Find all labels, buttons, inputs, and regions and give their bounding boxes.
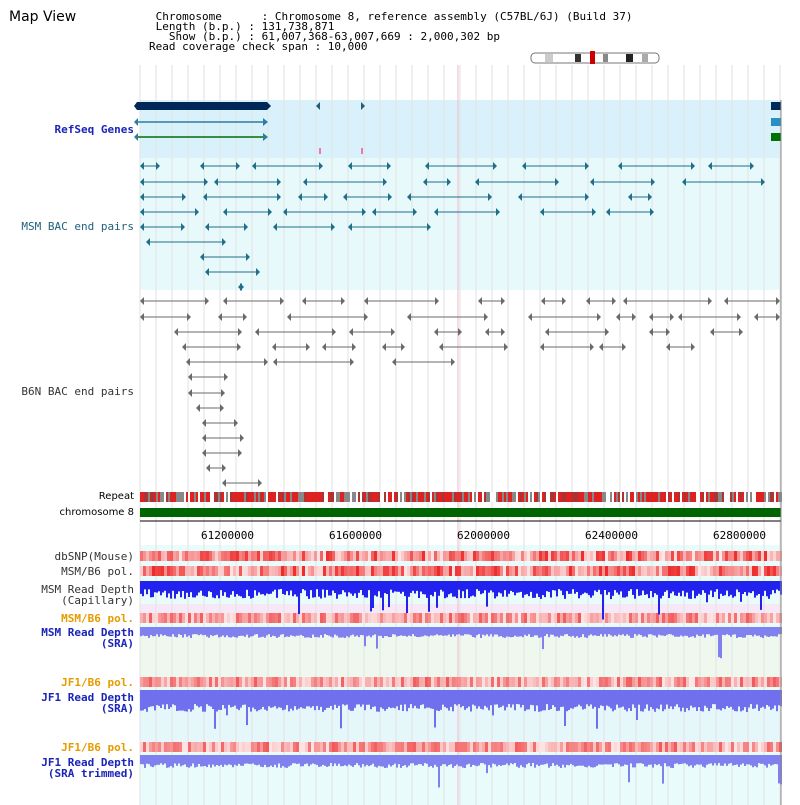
info-show: Show (b.p.) : 61,007,368-63,007,669 : 2,… <box>149 30 500 43</box>
jf1-b6-pol-label[interactable]: JF1/B6 pol. <box>61 676 134 689</box>
axis-tick-label: 61200000 <box>201 529 254 542</box>
repeat-label: Repeat <box>98 491 134 502</box>
chromosome-label: chromosome 8 <box>59 507 134 518</box>
info-coverage-span: Read coverage check span : 10,000 <box>149 40 368 53</box>
axis-tick-label: 62400000 <box>585 529 638 542</box>
jf1-read-depth-trimmed-label[interactable]: JF1 Read Depth (SRA trimmed) <box>41 756 134 780</box>
info-chromosome: Chromosome : Chromosome 8, reference ass… <box>149 10 633 23</box>
refseq-genes-label[interactable]: RefSeq Genes <box>54 123 134 136</box>
map-view-title: Map View <box>9 9 77 25</box>
msm-bac-label[interactable]: MSM BAC end pairs <box>21 220 134 233</box>
jf1-b6-pol-label-2[interactable]: JF1/B6 pol. <box>61 741 134 754</box>
msm-read-depth-capillary-label[interactable]: MSM Read Depth (Capillary) <box>41 583 134 607</box>
msm-bac-pairs <box>140 162 765 291</box>
dbsnp-label[interactable]: dbSNP(Mouse) <box>54 550 134 563</box>
b6n-bac-label[interactable]: B6N BAC end pairs <box>21 385 134 398</box>
depth-tracks <box>140 581 782 788</box>
refseq-genes-track <box>134 102 781 154</box>
axis-tick-label: 62000000 <box>457 529 510 542</box>
repeat-track <box>140 492 782 502</box>
msm-b6-pol-label-2[interactable]: MSM/B6 pol. <box>61 612 134 625</box>
heat-tracks <box>140 551 782 752</box>
axis-tick-label: 61600000 <box>329 529 382 542</box>
b6n-bac-pairs <box>140 297 780 487</box>
msm-b6-pol-label[interactable]: MSM/B6 pol. <box>61 565 134 578</box>
msm-read-depth-sra-label[interactable]: MSM Read Depth (SRA) <box>41 626 134 650</box>
jf1-read-depth-sra-label[interactable]: JF1 Read Depth (SRA) <box>41 691 134 715</box>
chromosome-ideogram <box>530 51 660 64</box>
chromosome-bar <box>140 508 781 517</box>
info-length: Length (b.p.) : 131,738,871 <box>149 20 335 33</box>
axis-tick-label: 62800000 <box>713 529 766 542</box>
